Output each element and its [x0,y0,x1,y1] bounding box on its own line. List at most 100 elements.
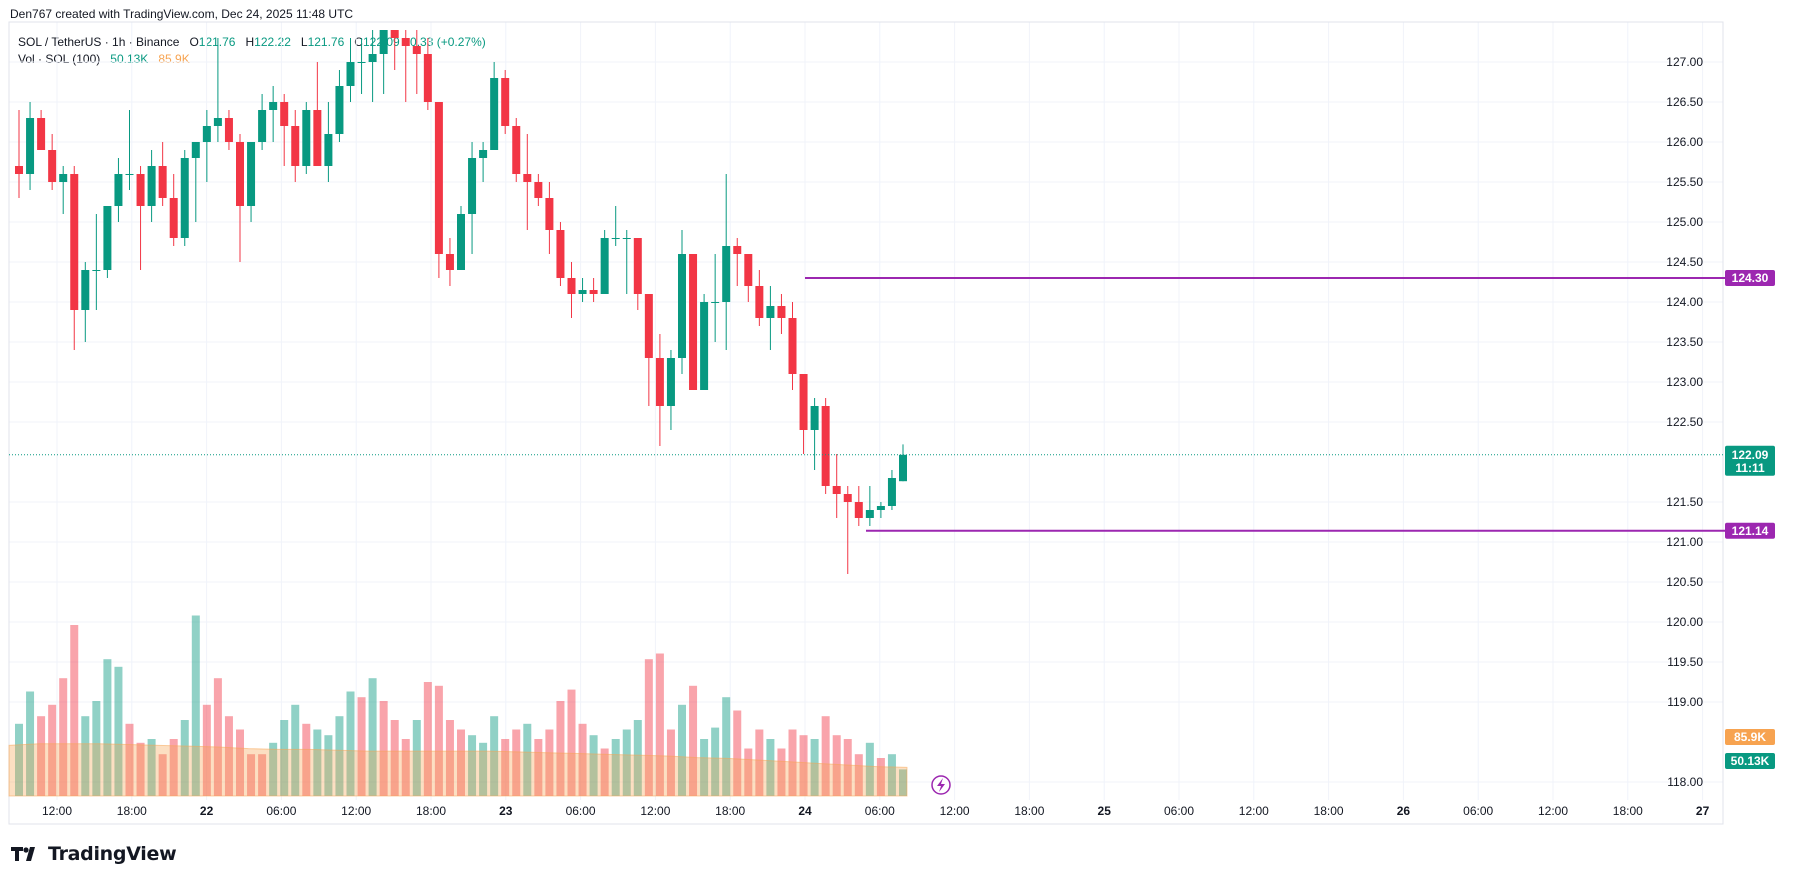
level-tag [1725,522,1775,539]
volume-bars [15,615,907,796]
candle-body [899,454,907,482]
candle-body [236,142,244,206]
volume-bar [644,659,653,796]
level-tag [1725,270,1775,286]
lightning-icon[interactable] [931,775,951,795]
chart-credit: Den767 created with TradingView.com, Dec… [10,7,354,21]
volume-bar [335,716,344,796]
candle-body [766,306,775,318]
candle-body [15,166,23,174]
volume-bar [445,720,454,796]
volume-bar [70,625,79,796]
low-label: L [300,35,308,49]
volume-bar [843,739,852,796]
candle-body [147,166,156,206]
candle-body [578,290,587,294]
symbol-label[interactable]: SOL / TetherUS · 1h · Binance [18,35,180,49]
candle-body [434,102,443,254]
candle-body [180,158,189,238]
candle-body [291,126,300,166]
volume-bar [799,735,808,796]
brand-logo[interactable]: TradingView [11,843,177,865]
price-tick-label: 126.00 [1666,135,1703,149]
volume-bar [48,704,57,796]
volume-bar [81,716,90,796]
volume-bar [501,739,510,796]
change-value: +0.33 (+0.27%) [403,35,486,49]
candle-body [545,198,554,230]
time-tick-label: 06:00 [865,804,895,818]
time-tick-label: 12:00 [341,804,371,818]
volume-bar [269,742,278,796]
volume-bar [346,691,355,796]
candle-body [37,118,46,150]
volume-bar [213,678,222,796]
candle-body [280,102,289,126]
volume-bar [379,701,388,796]
candle-body [589,290,598,294]
price-tick-label: 123.50 [1666,335,1703,349]
volume-bar [777,748,786,796]
volume-bar [556,701,565,796]
volume-ma-tag-text: 85.9K [1734,730,1766,744]
candle-body [821,406,830,486]
candle-body [302,110,311,166]
volume-bar [512,729,521,796]
last-price-value: 122.09 [1732,448,1769,462]
volume-bar [136,742,145,796]
time-tick-label: 18:00 [715,804,745,818]
volume-bar [224,716,233,796]
candle-body [843,494,852,502]
volume-bar [103,659,112,796]
price-tick-label: 121.50 [1666,495,1703,509]
grid [9,22,1723,800]
candle-body [722,246,731,302]
volume-tag-text: 50.13K [1731,754,1770,768]
volume-bar [534,739,543,796]
volume-bar [545,729,554,796]
volume-bar [479,742,488,796]
candle-body [490,78,499,150]
candle-body [70,174,79,310]
candle-body [59,174,68,182]
candle-body [611,238,620,239]
volume-bar [744,748,753,796]
candle-body [401,38,410,46]
candle-body [755,286,764,318]
time-tick-label: 18:00 [1014,804,1044,818]
volume-bar [854,754,863,796]
candle-body [854,502,863,518]
volume-bar [490,716,499,796]
candle-body [224,118,233,142]
time-tick-label: 27 [1696,804,1710,818]
candle-body [48,150,57,182]
time-tick-label: 18:00 [1314,804,1344,818]
volume-bar [821,716,830,796]
candle-body [600,238,609,294]
price-tick-label: 123.00 [1666,375,1703,389]
volume-bar [191,615,200,796]
price-tick-label: 118.00 [1667,775,1703,789]
time-tick-label: 06:00 [1463,804,1493,818]
candle-body [523,174,532,182]
time-axis[interactable]: 12:00 18:00 22 06:00 12:00 18:00 23 06:00 12:00 1… [42,804,1710,818]
price-tick-label: 125.00 [1666,215,1703,229]
candle-body [788,318,797,374]
last-price-tag [1725,445,1775,476]
candle-body [169,198,178,238]
volume-bar [412,720,421,796]
candle-body [125,174,134,175]
price-axis[interactable]: 127.00 126.50 126.00 125.50 125.00 124.50 124.… [1666,55,1703,789]
candle-body [390,30,399,38]
price-tick-label: 126.50 [1666,95,1703,109]
time-tick-label: 12:00 [640,804,670,818]
brand-name: TradingView [48,843,177,865]
volume-bar [401,739,410,796]
volume-bar [722,697,731,796]
volume-bar [655,653,664,796]
candle-body [777,306,786,318]
time-tick-label: 18:00 [416,804,446,818]
volume-bar [92,701,101,796]
